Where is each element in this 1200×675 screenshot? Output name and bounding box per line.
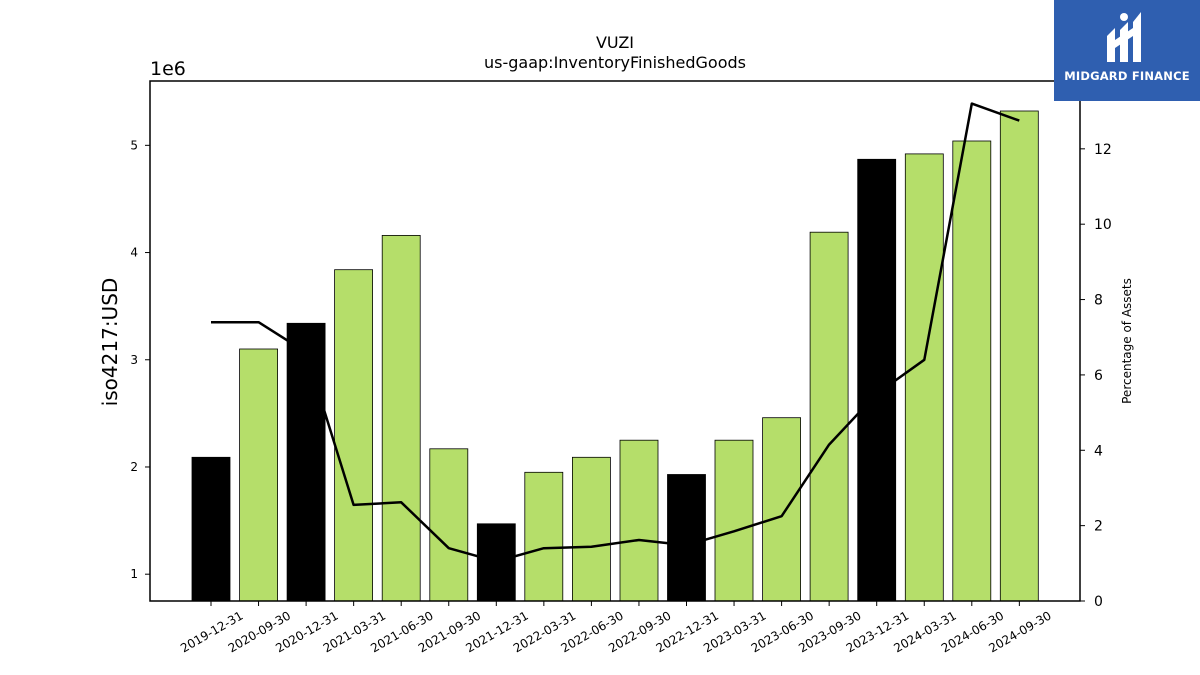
logo-mark-icon [1107, 12, 1141, 62]
bar-2023-03-31 [714, 439, 754, 602]
line-group [210, 102, 1020, 563]
y2-tick-label: 10 [1094, 217, 1112, 233]
y2-axis-label: Percentage of Assets [1120, 278, 1134, 404]
x-ticks: 2019-12-312020-09-302020-12-312021-03-31… [178, 601, 1054, 655]
bar-2021-09-30 [429, 448, 469, 602]
y-axis-label: iso4217:USD [98, 278, 122, 407]
y2-tick-label: 6 [1094, 368, 1103, 384]
bar-2024-03-31 [904, 153, 944, 602]
y2-tick-label: 8 [1094, 293, 1103, 309]
y2-tick-label: 4 [1094, 443, 1103, 459]
bar-2021-06-30 [381, 234, 421, 602]
bar-2024-09-30 [999, 110, 1039, 602]
y2-tick-label: 0 [1094, 594, 1103, 610]
bar-2022-06-30 [572, 456, 611, 602]
y-offset-label: 1e6 [150, 58, 186, 80]
bar-2020-09-30 [239, 348, 279, 602]
y-tick-label: 3 [130, 353, 138, 367]
y2-tick-label: 2 [1094, 519, 1103, 535]
bar-2022-03-31 [524, 471, 564, 602]
bar-2023-09-30 [809, 231, 849, 602]
percentage-line [211, 102, 1020, 563]
bar-2019-12-31 [191, 456, 231, 602]
y-tick-label: 1 [130, 567, 138, 581]
plot-frame [149, 80, 1081, 602]
bar-2022-09-30 [619, 439, 659, 602]
y-ticks: 1 2 3 4 5 [130, 138, 150, 581]
bars-group [191, 110, 1039, 602]
y2-ticks: 0 2 4 6 8 10 12 [1080, 142, 1112, 610]
bar-2023-06-30 [762, 417, 801, 602]
y-tick-label: 4 [130, 246, 138, 260]
bar-2021-03-31 [334, 269, 374, 602]
y-tick-label: 2 [130, 460, 138, 474]
bar-2024-06-30 [952, 140, 992, 602]
bar-2020-12-31 [286, 322, 326, 602]
y2-tick-label: 12 [1094, 142, 1112, 158]
brand-logo: MIDGARD FINANCE [1054, 0, 1200, 101]
chart-title: VUZI [596, 33, 634, 52]
bar-2022-12-31 [667, 474, 706, 602]
chart-subtitle: us-gaap:InventoryFinishedGoods [484, 53, 746, 72]
bar-2023-12-31 [857, 158, 897, 602]
logo-text: MIDGARD FINANCE [1064, 69, 1190, 83]
y-tick-label: 5 [130, 138, 138, 152]
